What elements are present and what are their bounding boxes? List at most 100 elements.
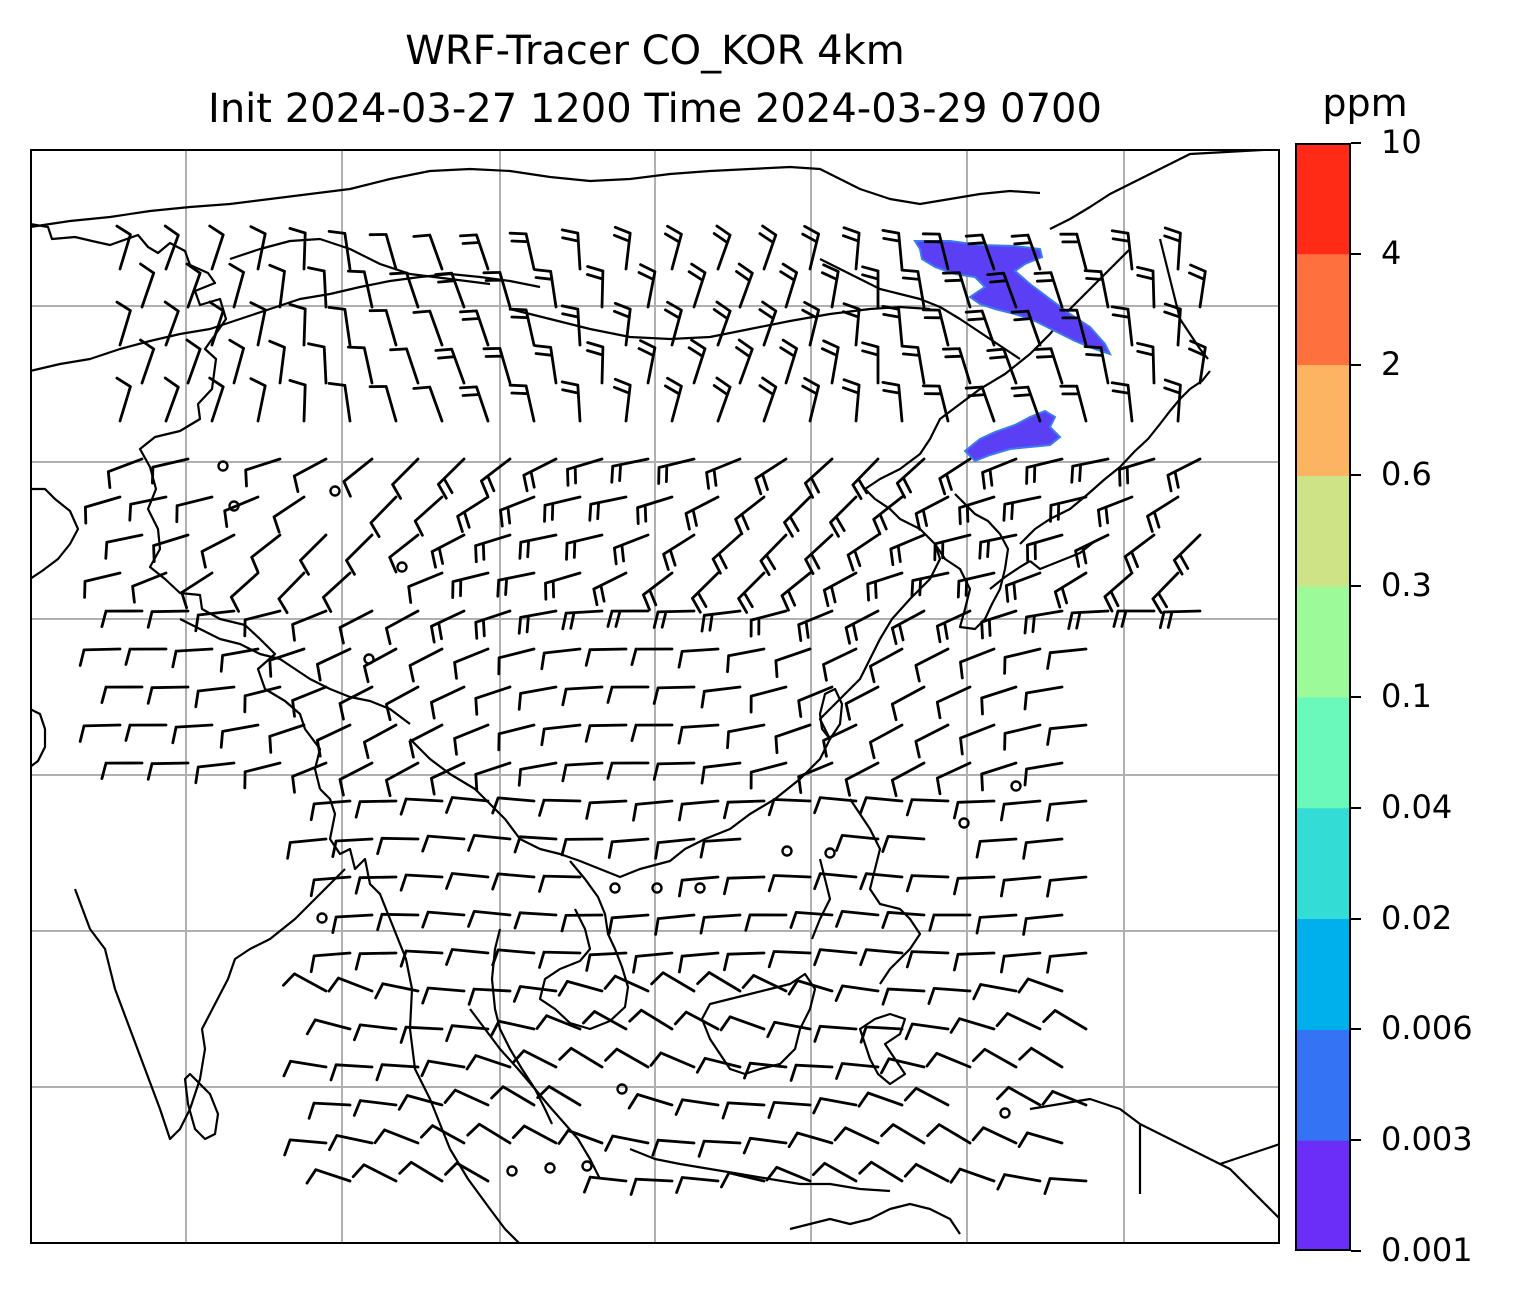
wind-barb	[327, 230, 352, 271]
wind-barb	[630, 723, 674, 742]
wind-barb	[283, 1138, 328, 1157]
wind-barb	[347, 345, 374, 385]
wind-barb	[844, 761, 880, 797]
wind-barb	[649, 1051, 696, 1069]
wind-barb	[652, 609, 696, 629]
wind-barb	[735, 262, 754, 309]
wind-barb	[797, 685, 834, 718]
colorbar-tick-label: 0.006	[1381, 1009, 1473, 1048]
wind-barb	[613, 301, 632, 347]
wind-barb	[927, 987, 972, 1005]
wind-barb	[305, 1018, 352, 1036]
wind-barb	[628, 1008, 674, 1031]
wind-barb	[466, 1122, 512, 1145]
colorbar-segment	[1295, 364, 1351, 476]
wind-barb	[560, 380, 582, 423]
wind-barb	[1059, 232, 1088, 271]
wind-barb	[813, 948, 858, 967]
calm-wind-circle	[329, 485, 341, 497]
wind-barb	[662, 533, 696, 571]
wind-barb	[604, 1047, 650, 1069]
wind-barb	[749, 685, 788, 714]
wind-barb	[880, 1123, 926, 1145]
wind-barb	[480, 457, 512, 498]
wind-barb	[1059, 384, 1088, 423]
wind-barb	[420, 1059, 466, 1078]
wind-barb	[327, 976, 374, 993]
wind-barb	[299, 533, 328, 576]
colorbar-tick-label: 0.003	[1381, 1120, 1473, 1159]
coastline-vietnam	[538, 860, 630, 1031]
wind-barb	[742, 1136, 788, 1155]
wind-barb	[412, 309, 444, 347]
wind-barb	[767, 1101, 812, 1119]
wind-barb	[767, 950, 812, 969]
calm-wind-circle	[824, 847, 836, 859]
wind-barb	[1070, 457, 1110, 484]
wind-barb	[490, 1019, 536, 1037]
wind-barb	[767, 798, 812, 817]
wind-barb	[194, 685, 236, 709]
wind-barb	[774, 723, 812, 754]
wind-barb	[513, 835, 558, 854]
wind-barb	[421, 986, 466, 1005]
wind-barb	[721, 1101, 766, 1120]
wind-barb	[124, 723, 168, 742]
wind-barb	[185, 262, 202, 309]
wind-barb	[508, 231, 536, 271]
wind-barb	[305, 1168, 352, 1185]
wind-barb	[389, 347, 420, 385]
colorbar-tick-label: 10	[1381, 123, 1422, 161]
wind-barb	[914, 647, 950, 683]
wind-barb	[1041, 1090, 1088, 1107]
wind-barb	[726, 723, 766, 750]
wind-barb	[657, 457, 696, 485]
wind-barb	[779, 262, 798, 309]
wind-barb	[557, 980, 604, 997]
wind-barb	[652, 685, 696, 705]
wind-barb	[517, 609, 558, 635]
wind-barb	[942, 271, 972, 309]
wind-barb	[443, 1088, 490, 1107]
wind-barb	[316, 723, 352, 758]
coastline-china-east	[863, 248, 1131, 640]
wind-barb	[368, 385, 398, 423]
calm-wind-circle	[1010, 780, 1022, 792]
wind-barb	[1033, 347, 1064, 385]
wind-barb	[445, 1024, 490, 1043]
wind-barb	[996, 1086, 1042, 1107]
wind-barb	[986, 271, 1018, 309]
coastline-indochina	[449, 1148, 521, 1244]
calm-wind-circle	[999, 1107, 1011, 1119]
wind-barb	[630, 647, 674, 666]
wind-barb	[518, 533, 558, 560]
wind-barb	[719, 1015, 766, 1032]
wind-barb	[851, 457, 880, 500]
wind-barb	[592, 571, 628, 607]
wind-barb	[914, 495, 950, 531]
colorbar-tick-label: 4	[1381, 233, 1402, 272]
wind-barb	[1002, 495, 1042, 522]
wind-barb	[1046, 951, 1088, 974]
wind-barb	[804, 457, 834, 499]
wind-barb	[511, 1049, 558, 1069]
colorbar-svg	[1295, 143, 1351, 1251]
wind-barb	[734, 495, 766, 536]
wind-barb	[822, 723, 858, 758]
wind-barb	[582, 1010, 628, 1031]
wind-barb	[699, 913, 742, 935]
wind-barb	[607, 913, 650, 935]
wind-barb	[774, 647, 812, 678]
wind-barb	[953, 799, 996, 820]
wind-barb	[249, 301, 267, 347]
wind-barb	[292, 457, 328, 493]
coastline-russia-far-east	[1049, 149, 1280, 230]
wind-barb	[678, 951, 720, 974]
wind-barb	[1010, 309, 1042, 347]
wind-barb	[1003, 723, 1042, 751]
wind-barb	[1023, 685, 1064, 711]
wind-barb	[995, 1012, 1042, 1031]
colorbar	[1295, 143, 1351, 1251]
wind-barb	[881, 835, 926, 853]
wind-barb	[921, 232, 950, 271]
